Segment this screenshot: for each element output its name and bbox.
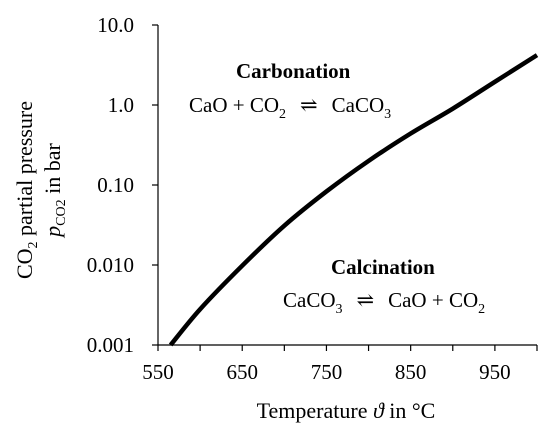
y-tick-label: 0.010 (87, 253, 134, 277)
x-tick-label: 650 (226, 360, 258, 384)
y-tick-label: 10.0 (97, 13, 134, 37)
carbonation-equation: CaO + CO2 ⇌ CaCO3 (189, 93, 391, 122)
x-axis-title: Temperature ϑ in °C (257, 398, 436, 423)
x-tick-label: 950 (479, 360, 511, 384)
calcination-title: Calcination (331, 255, 435, 279)
carbonation-title: Carbonation (236, 59, 351, 83)
y-axis-title-line1: CO2 partial pressure (12, 101, 41, 279)
y-axis-title: CO2 partial pressure pCO2 in bar (12, 101, 69, 279)
x-tick-label: 550 (142, 360, 174, 384)
series-layer (168, 53, 539, 347)
y-axis-title-line2: pCO2 in bar (40, 142, 69, 238)
x-tick-label: 750 (311, 360, 343, 384)
x-tick-label: 850 (395, 360, 427, 384)
y-axis-ticks: 0.001 0.010 0.10 1.0 10.0 (87, 13, 158, 357)
calcination-equation: CaCO3 ⇌ CaO + CO2 (283, 288, 485, 317)
y-tick-label: 0.10 (97, 173, 134, 197)
equilibrium-curve (168, 53, 539, 347)
y-tick-label: 1.0 (108, 93, 134, 117)
y-tick-label: 0.001 (87, 333, 134, 357)
x-axis-ticks: 550 650 750 850 950 (142, 345, 538, 384)
